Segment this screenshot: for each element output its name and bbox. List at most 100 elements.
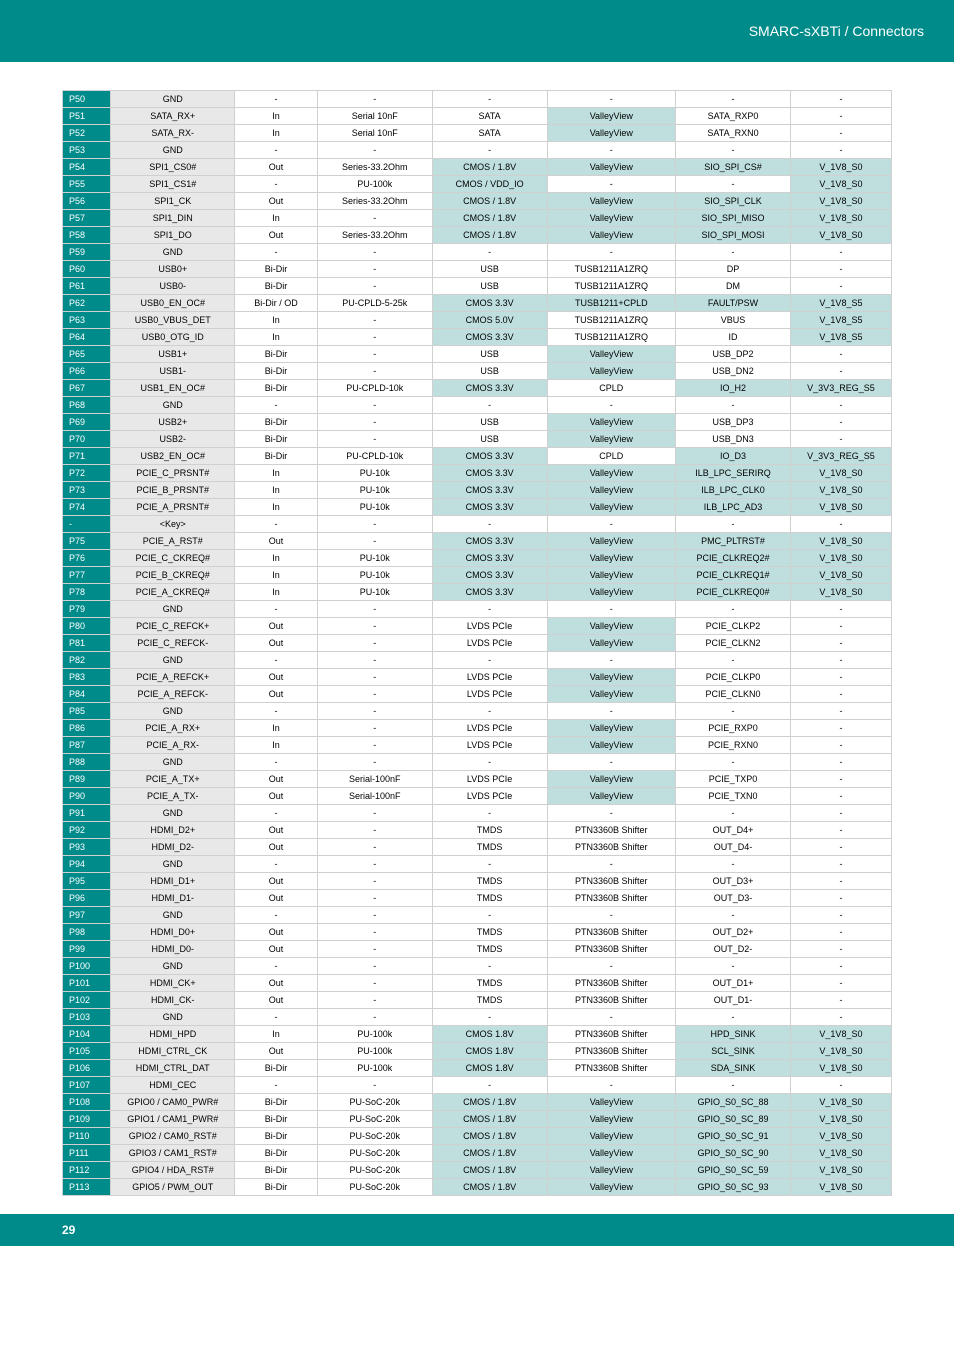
cell-term: -	[317, 210, 432, 227]
cell-sig: LVDS PCIe	[432, 788, 547, 805]
cell-chip: TUSB1211A1ZRQ	[547, 329, 676, 346]
cell-dir: -	[235, 176, 318, 193]
table-row: P72PCIE_C_PRSNT#InPU-10kCMOS 3.3VValleyV…	[63, 465, 892, 482]
cell-pin: P99	[63, 941, 111, 958]
cell-term: PU-SoC-20k	[317, 1162, 432, 1179]
cell-pin: P66	[63, 363, 111, 380]
cell-pin: P89	[63, 771, 111, 788]
cell-chip: -	[547, 397, 676, 414]
table-row: P93HDMI_D2-Out-TMDSPTN3360B ShifterOUT_D…	[63, 839, 892, 856]
cell-chip: PTN3360B Shifter	[547, 941, 676, 958]
cell-dir: Out	[235, 193, 318, 210]
cell-dir: Out	[235, 618, 318, 635]
cell-sig: CMOS / 1.8V	[432, 193, 547, 210]
cell-chip: -	[547, 652, 676, 669]
cell-conn: -	[676, 516, 791, 533]
cell-chip: ValleyView	[547, 125, 676, 142]
table-row: P51SATA_RX+InSerial 10nFSATAValleyViewSA…	[63, 108, 892, 125]
cell-name: SATA_RX-	[111, 125, 235, 142]
cell-pin: P67	[63, 380, 111, 397]
table-row: P112GPIO4 / HDA_RST#Bi-DirPU-SoC-20kCMOS…	[63, 1162, 892, 1179]
cell-dir: Out	[235, 941, 318, 958]
table-row: P58SPI1_DOOutSeries-33.2OhmCMOS / 1.8VVa…	[63, 227, 892, 244]
cell-name: GPIO0 / CAM0_PWR#	[111, 1094, 235, 1111]
cell-sig: CMOS 3.3V	[432, 448, 547, 465]
cell-pin: P61	[63, 278, 111, 295]
cell-name: PCIE_A_RX+	[111, 720, 235, 737]
cell-sig: TMDS	[432, 975, 547, 992]
header-title: SMARC-sXBTi / Connectors	[749, 23, 924, 39]
cell-conn: HPD_SINK	[676, 1026, 791, 1043]
table-row: P77PCIE_B_CKREQ#InPU-10kCMOS 3.3VValleyV…	[63, 567, 892, 584]
table-row: P111GPIO3 / CAM1_RST#Bi-DirPU-SoC-20kCMO…	[63, 1145, 892, 1162]
cell-pwr: -	[790, 261, 891, 278]
cell-chip: -	[547, 907, 676, 924]
table-row: P57SPI1_DINIn-CMOS / 1.8VValleyViewSIO_S…	[63, 210, 892, 227]
cell-name: GND	[111, 703, 235, 720]
cell-term: -	[317, 924, 432, 941]
cell-pin: P88	[63, 754, 111, 771]
cell-dir: In	[235, 550, 318, 567]
cell-term: PU-SoC-20k	[317, 1111, 432, 1128]
cell-chip: -	[547, 601, 676, 618]
cell-name: GND	[111, 244, 235, 261]
cell-sig: CMOS / 1.8V	[432, 1111, 547, 1128]
cell-pwr: -	[790, 686, 891, 703]
cell-term: PU-CPLD-10k	[317, 448, 432, 465]
cell-name: HDMI_CK-	[111, 992, 235, 1009]
cell-dir: Out	[235, 873, 318, 890]
cell-chip: -	[547, 754, 676, 771]
cell-name: USB0_EN_OC#	[111, 295, 235, 312]
cell-sig: SATA	[432, 108, 547, 125]
cell-term: PU-100k	[317, 176, 432, 193]
cell-conn: USB_DP2	[676, 346, 791, 363]
connector-table: P50GND------P51SATA_RX+InSerial 10nFSATA…	[62, 90, 892, 1196]
cell-term: Series-33.2Ohm	[317, 193, 432, 210]
table-row: P61USB0-Bi-Dir-USBTUSB1211A1ZRQDM-	[63, 278, 892, 295]
cell-pin: P74	[63, 499, 111, 516]
table-row: P109GPIO1 / CAM1_PWR#Bi-DirPU-SoC-20kCMO…	[63, 1111, 892, 1128]
table-row: -<Key>------	[63, 516, 892, 533]
cell-dir: Bi-Dir	[235, 1094, 318, 1111]
cell-sig: USB	[432, 278, 547, 295]
cell-conn: SIO_SPI_CS#	[676, 159, 791, 176]
cell-pin: P80	[63, 618, 111, 635]
table-row: P50GND------	[63, 91, 892, 108]
cell-name: PCIE_C_REFCK-	[111, 635, 235, 652]
cell-pin: P110	[63, 1128, 111, 1145]
cell-term: PU-10k	[317, 482, 432, 499]
cell-pin: P113	[63, 1179, 111, 1196]
cell-sig: USB	[432, 414, 547, 431]
cell-sig: -	[432, 754, 547, 771]
cell-chip: ValleyView	[547, 159, 676, 176]
cell-name: USB0+	[111, 261, 235, 278]
cell-chip: PTN3360B Shifter	[547, 975, 676, 992]
cell-pwr: -	[790, 601, 891, 618]
cell-dir: Out	[235, 822, 318, 839]
cell-chip: ValleyView	[547, 618, 676, 635]
cell-term: -	[317, 312, 432, 329]
cell-term: PU-100k	[317, 1043, 432, 1060]
cell-chip: PTN3360B Shifter	[547, 1060, 676, 1077]
cell-sig: CMOS 3.3V	[432, 584, 547, 601]
cell-term: PU-SoC-20k	[317, 1179, 432, 1196]
cell-conn: PCIE_CLKP0	[676, 669, 791, 686]
table-row: P70USB2-Bi-Dir-USBValleyViewUSB_DN3-	[63, 431, 892, 448]
cell-chip: ValleyView	[547, 482, 676, 499]
cell-chip: ValleyView	[547, 550, 676, 567]
cell-sig: CMOS 1.8V	[432, 1026, 547, 1043]
cell-chip: -	[547, 805, 676, 822]
cell-term: PU-10k	[317, 567, 432, 584]
cell-chip: ValleyView	[547, 1179, 676, 1196]
cell-sig: -	[432, 958, 547, 975]
cell-dir: Bi-Dir	[235, 414, 318, 431]
cell-term: -	[317, 720, 432, 737]
cell-conn: DP	[676, 261, 791, 278]
cell-pin: P94	[63, 856, 111, 873]
cell-chip: -	[547, 958, 676, 975]
cell-pwr: -	[790, 244, 891, 261]
cell-pwr: V_1V8_S5	[790, 329, 891, 346]
cell-pwr: V_1V8_S0	[790, 210, 891, 227]
cell-pwr: -	[790, 142, 891, 159]
cell-chip: ValleyView	[547, 1145, 676, 1162]
